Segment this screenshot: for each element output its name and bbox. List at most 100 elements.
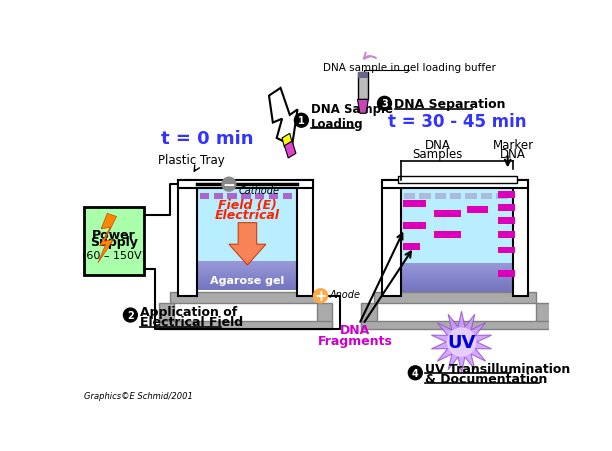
- Bar: [401, 279, 513, 280]
- Text: Cathode: Cathode: [238, 186, 279, 196]
- Bar: [401, 264, 513, 265]
- Bar: [198, 283, 297, 284]
- Bar: [401, 289, 513, 290]
- Bar: [401, 263, 513, 264]
- Bar: [198, 272, 297, 273]
- Text: +: +: [314, 289, 327, 304]
- Bar: [401, 288, 513, 289]
- Bar: [198, 264, 297, 265]
- Bar: [198, 270, 297, 271]
- Text: UV: UV: [447, 333, 476, 351]
- Bar: [401, 280, 513, 281]
- Circle shape: [222, 178, 236, 192]
- Bar: [198, 262, 297, 263]
- Polygon shape: [285, 142, 296, 159]
- Bar: [382, 181, 401, 296]
- Bar: [241, 193, 250, 199]
- Bar: [198, 282, 297, 283]
- Bar: [401, 272, 513, 273]
- Bar: [198, 276, 297, 277]
- Text: Fragments: Fragments: [318, 334, 393, 347]
- Bar: [198, 287, 297, 288]
- Bar: [401, 287, 513, 288]
- Text: 4: 4: [412, 368, 419, 378]
- Polygon shape: [357, 100, 368, 114]
- Bar: [401, 281, 513, 282]
- Bar: [401, 282, 513, 283]
- Polygon shape: [98, 214, 116, 263]
- Text: Power: Power: [92, 229, 136, 242]
- FancyBboxPatch shape: [84, 208, 144, 276]
- Bar: [401, 276, 513, 277]
- Text: Electrical Field: Electrical Field: [140, 315, 244, 328]
- Bar: [198, 267, 297, 268]
- Text: Application of: Application of: [140, 306, 237, 319]
- Bar: [198, 268, 297, 269]
- Bar: [198, 271, 297, 272]
- Bar: [178, 181, 313, 189]
- Bar: [401, 189, 513, 292]
- Bar: [435, 193, 446, 199]
- Text: −: −: [223, 177, 236, 192]
- Bar: [401, 266, 513, 267]
- Bar: [198, 273, 297, 274]
- Bar: [403, 222, 426, 229]
- Bar: [198, 290, 297, 291]
- Bar: [401, 265, 513, 266]
- Bar: [198, 288, 297, 289]
- Bar: [317, 304, 332, 327]
- Text: Plastic Tray: Plastic Tray: [158, 154, 225, 166]
- Bar: [255, 193, 264, 199]
- Bar: [434, 232, 461, 239]
- Bar: [375, 292, 536, 304]
- Bar: [401, 291, 513, 292]
- Bar: [198, 289, 297, 290]
- Bar: [198, 265, 297, 266]
- Bar: [198, 286, 297, 287]
- Bar: [198, 189, 297, 291]
- Bar: [401, 267, 513, 268]
- Bar: [198, 263, 297, 264]
- Bar: [481, 193, 492, 199]
- Bar: [357, 73, 368, 100]
- Text: Marker: Marker: [493, 138, 534, 151]
- Polygon shape: [269, 89, 297, 146]
- Bar: [498, 192, 515, 198]
- Text: DNA Separation: DNA Separation: [395, 97, 506, 110]
- Bar: [198, 285, 297, 286]
- Circle shape: [294, 114, 308, 128]
- Text: Electrical: Electrical: [215, 209, 280, 222]
- Text: DNA: DNA: [500, 147, 526, 161]
- Bar: [403, 201, 426, 208]
- Bar: [198, 275, 297, 276]
- Bar: [198, 284, 297, 285]
- Bar: [178, 181, 198, 296]
- Bar: [170, 292, 321, 304]
- Text: 3: 3: [381, 99, 388, 109]
- Bar: [404, 193, 416, 199]
- Bar: [228, 193, 237, 199]
- Bar: [214, 193, 223, 199]
- Bar: [357, 73, 368, 79]
- Bar: [283, 193, 292, 199]
- Bar: [498, 247, 515, 254]
- Polygon shape: [229, 223, 266, 265]
- Bar: [401, 273, 513, 274]
- Bar: [401, 284, 513, 285]
- Bar: [362, 322, 550, 329]
- Text: Supply: Supply: [91, 235, 138, 248]
- Text: DNA sample in gel loading buffer: DNA sample in gel loading buffer: [323, 63, 496, 73]
- Bar: [401, 285, 513, 286]
- Bar: [467, 206, 488, 213]
- Bar: [401, 268, 513, 269]
- Bar: [200, 193, 209, 199]
- Text: 2: 2: [127, 310, 134, 320]
- Text: Samples: Samples: [412, 147, 463, 161]
- Circle shape: [408, 366, 422, 380]
- Bar: [401, 271, 513, 272]
- Bar: [498, 232, 515, 239]
- Polygon shape: [431, 312, 491, 373]
- Text: Agarose gel: Agarose gel: [211, 276, 285, 286]
- Bar: [434, 211, 461, 218]
- Bar: [198, 280, 297, 281]
